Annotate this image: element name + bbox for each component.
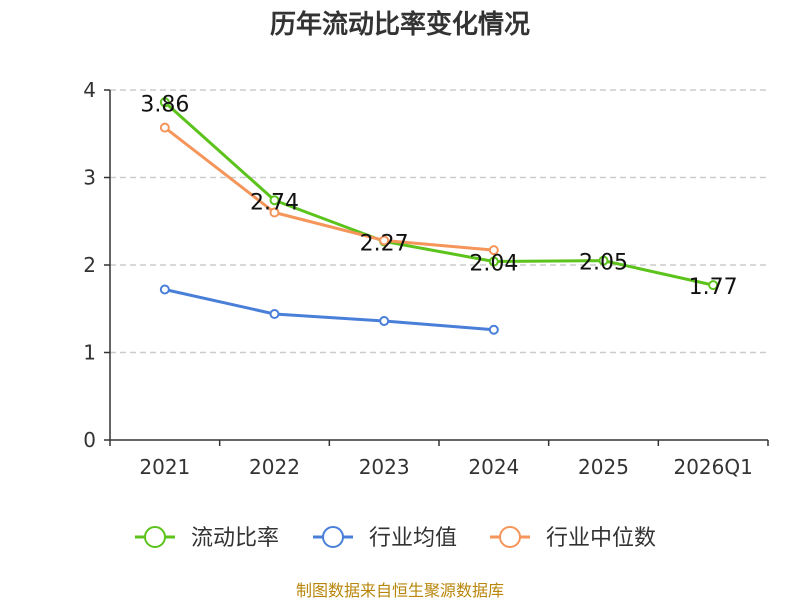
data-point — [708, 280, 719, 291]
legend-label: 行业均值 — [369, 526, 457, 551]
data-label: 2.05 — [579, 251, 628, 276]
x-tick-label: 2026Q1 — [673, 455, 752, 479]
y-tick-label: 4 — [83, 78, 96, 102]
data-point — [269, 207, 280, 218]
data-label: 3.86 — [140, 92, 189, 117]
chart-title: 历年流动比率变化情况 — [270, 9, 530, 40]
x-tick-label: 2024 — [468, 455, 519, 479]
grid-lines — [110, 89, 768, 354]
y-tick-label: 1 — [83, 341, 96, 365]
data-point — [488, 324, 499, 335]
series-layer — [159, 97, 719, 335]
data-point — [598, 255, 609, 266]
legend-marker — [499, 526, 521, 548]
legend-label: 行业中位数 — [546, 526, 656, 551]
y-tick-label: 2 — [83, 253, 96, 277]
series-line-2 — [163, 126, 494, 252]
x-tick-label: 2023 — [359, 455, 410, 479]
data-point — [488, 256, 499, 267]
legend-marker — [322, 526, 344, 548]
y-tick-label: 3 — [83, 166, 96, 190]
data-label: 2.04 — [469, 252, 518, 277]
legend-marker — [144, 526, 166, 548]
series-line-1 — [164, 288, 494, 332]
axes: 0 1 2 3 4 2021 2022 2023 2024 2025 2026Q1 — [83, 78, 769, 479]
data-point — [379, 235, 390, 246]
data-point — [269, 309, 280, 319]
data-label: 2.74 — [250, 190, 299, 215]
series-line-0 — [163, 101, 714, 287]
x-tick-label: 2025 — [578, 455, 629, 479]
legend-label: 流动比率 — [191, 526, 279, 551]
data-point — [379, 316, 390, 326]
data-point — [159, 122, 170, 133]
data-point — [269, 195, 280, 206]
source-note: 制图数据来自恒生聚源数据库 — [296, 581, 504, 600]
data-label: 1.77 — [689, 275, 738, 300]
x-tick-label: 2021 — [139, 455, 190, 479]
data-point — [159, 284, 170, 295]
legend: 流动比率 行业均值 行业中位数 — [135, 526, 656, 551]
data-point — [159, 97, 170, 108]
x-tick-label: 2022 — [249, 455, 300, 479]
data-point — [488, 245, 499, 256]
y-tick-label: 0 — [83, 428, 96, 452]
data-labels: 3.86 2.74 2.27 2.04 2.05 1.77 — [140, 92, 737, 300]
data-label: 2.27 — [360, 231, 409, 256]
